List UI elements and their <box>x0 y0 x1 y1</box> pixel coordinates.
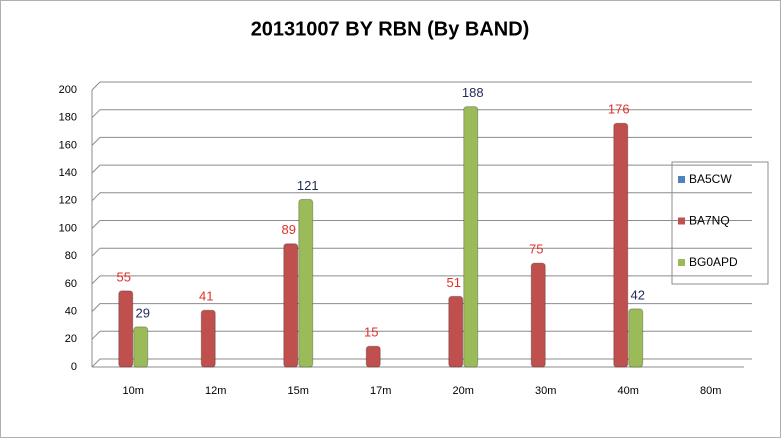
x-tick-label: 12m <box>205 385 226 397</box>
data-label: 42 <box>631 287 645 302</box>
bar <box>448 295 464 368</box>
bar <box>283 243 299 368</box>
legend-label: BA7NQ <box>689 214 730 228</box>
bar <box>200 309 216 368</box>
data-label: 176 <box>608 102 630 117</box>
chart-title: 20131007 BY RBN (By BAND) <box>251 18 530 40</box>
bar <box>133 326 149 368</box>
grid-line <box>91 247 752 257</box>
legend-swatch <box>678 217 685 225</box>
x-tick-label: 80m <box>700 385 721 397</box>
x-tick-label: 17m <box>370 385 391 397</box>
y-tick-label: 200 <box>59 84 77 96</box>
data-label: 41 <box>199 289 213 304</box>
legend-swatch <box>678 176 685 183</box>
grid-line <box>91 220 752 229</box>
bar <box>613 122 629 368</box>
y-tick-label: 20 <box>65 333 77 345</box>
y-tick-label: 0 <box>71 361 77 373</box>
data-label: 15 <box>364 325 378 340</box>
y-tick-label: 160 <box>59 139 77 151</box>
x-tick-label: 10m <box>123 385 144 397</box>
bar <box>628 308 644 368</box>
legend-label: BG0APD <box>689 255 738 269</box>
y-tick-label: 100 <box>59 222 77 234</box>
y-tick-label: 60 <box>65 278 77 290</box>
data-label: 188 <box>462 85 484 100</box>
grid-line <box>91 109 752 119</box>
y-tick-label: 120 <box>59 195 77 207</box>
grid-line <box>91 164 752 174</box>
bar <box>463 106 479 368</box>
grid-line <box>91 136 752 146</box>
data-label: 75 <box>529 242 543 257</box>
legend-swatch <box>678 259 685 266</box>
data-label: 121 <box>297 178 319 193</box>
y-tick-label: 40 <box>65 306 77 318</box>
x-tick-label: 30m <box>535 385 556 397</box>
data-label: 55 <box>117 269 131 284</box>
legend-label: BA5CW <box>689 172 732 186</box>
data-label: 51 <box>447 275 461 290</box>
x-tick-label: 40m <box>618 385 639 397</box>
bar <box>530 262 546 368</box>
legend-box <box>671 161 769 285</box>
data-label: 29 <box>136 305 150 320</box>
bar <box>118 290 134 368</box>
y-tick-label: 180 <box>59 112 77 124</box>
bar <box>298 198 314 368</box>
grid-line <box>91 81 752 91</box>
bar <box>365 345 381 368</box>
data-label: 89 <box>282 222 296 237</box>
y-tick-label: 140 <box>59 167 77 179</box>
x-tick-label: 15m <box>288 385 309 397</box>
grid-line <box>91 192 752 202</box>
y-tick-label: 80 <box>65 250 77 262</box>
x-tick-label: 20m <box>453 385 474 397</box>
